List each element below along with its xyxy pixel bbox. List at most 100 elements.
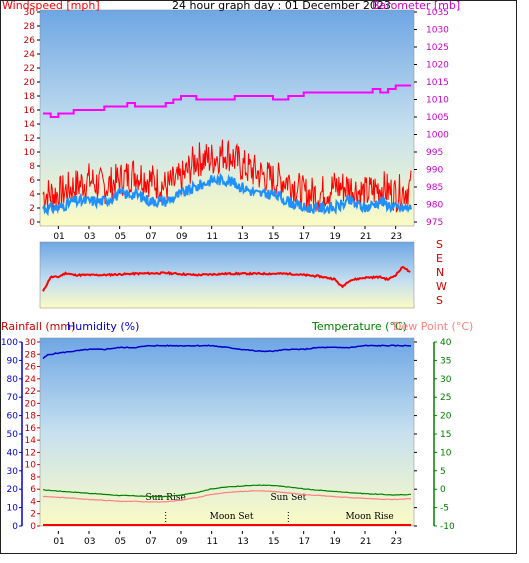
- wind-ytick-label-8: 8: [29, 162, 35, 172]
- direction-label-2: N: [436, 266, 444, 279]
- temp-x-tick-label-17: 17: [299, 537, 310, 547]
- temp-axes: 0102030405060708090100024681012141618202…: [1, 338, 455, 547]
- rain-ytick-label-18: 18: [25, 412, 37, 422]
- hum-ytick-label-30: 30: [7, 467, 19, 477]
- wind-ytick-label-26: 26: [24, 36, 36, 46]
- barometer-y-axis: 975 980 985 990 995 1000 1005 1010 1015 1020 1025 1…: [414, 8, 449, 228]
- wind-x-tick-label-11: 11: [207, 232, 218, 242]
- temp-ytick-label-25: 25: [440, 393, 451, 403]
- baro-ytick-label-1015: 1015: [426, 78, 449, 88]
- event-label-3: Moon Rise: [345, 512, 393, 522]
- rain-ytick-label-30: 30: [25, 338, 37, 348]
- wind-ytick-label-30: 30: [24, 8, 36, 18]
- event-label-2: Sun Set: [270, 493, 306, 503]
- wind-ytick-label-20: 20: [24, 78, 36, 88]
- temp-x-tick-label-03: 03: [84, 537, 95, 547]
- rain-ytick-label-22: 22: [25, 387, 36, 397]
- rain-ytick-label-4: 4: [30, 497, 36, 507]
- graph-frame: [0, 0, 517, 554]
- temp-ytick-label-5: 5: [440, 467, 446, 477]
- temp-x-tick-label-23: 23: [391, 537, 402, 547]
- rain-ytick-label-0: 0: [30, 522, 36, 532]
- rain-ytick-label-10: 10: [25, 461, 37, 471]
- rain-ytick-label-6: 6: [30, 485, 36, 495]
- barometer-axis-title: Barometer [mb]: [372, 0, 460, 12]
- wind-x-tick-label-05: 05: [115, 232, 126, 242]
- hum-ytick-label-50: 50: [7, 430, 19, 440]
- temp-x-tick-label-07: 07: [145, 537, 156, 547]
- hum-ytick-label-80: 80: [7, 375, 19, 385]
- wind-x-tick-label-19: 19: [329, 232, 341, 242]
- rain-ytick-label-12: 12: [25, 448, 36, 458]
- baro-ytick-label-1000: 1000: [426, 131, 449, 141]
- rain-ytick-label-28: 28: [25, 350, 37, 360]
- rain-ytick-label-16: 16: [25, 424, 37, 434]
- rain-ytick-label-14: 14: [25, 436, 37, 446]
- baro-ytick-label-985: 985: [426, 183, 443, 193]
- wind-x-axis: 01 03 05 07 09 11 13 15 17 19 21 23: [53, 226, 402, 242]
- temp-ytick-label--10: -10: [440, 522, 455, 532]
- wind-ytick-label-18: 18: [24, 92, 36, 102]
- temp-ytick-label-30: 30: [440, 375, 452, 385]
- rainfall-axis-title: Rainfall (mm): [1, 320, 75, 333]
- baro-ytick-label-1035: 1035: [426, 8, 449, 18]
- humidity-line: [42, 344, 411, 360]
- wind-ytick-label-6: 6: [29, 176, 35, 186]
- rain-ytick-label-26: 26: [25, 363, 37, 373]
- wind-ytick-label-16: 16: [24, 106, 36, 116]
- baro-ytick-label-1010: 1010: [426, 96, 449, 106]
- avg-wind-line: [42, 173, 412, 217]
- wind-ytick-label-28: 28: [24, 22, 36, 32]
- temp-x-tick-label-19: 19: [329, 537, 341, 547]
- wind-axis-title: Windspeed [mph]: [2, 0, 100, 12]
- wind-x-tick-label-09: 09: [176, 232, 188, 242]
- wind-x-tick-label-03: 03: [84, 232, 95, 242]
- chart-title: 24 hour graph day : 01 December 2023: [172, 0, 391, 12]
- wind-ytick-label-22: 22: [24, 64, 35, 74]
- baro-ytick-label-1030: 1030: [426, 26, 449, 36]
- baro-ytick-label-990: 990: [426, 166, 443, 176]
- direction-label-0: S: [436, 238, 443, 251]
- direction-line: [42, 266, 411, 292]
- baro-ytick-label-975: 975: [426, 218, 443, 228]
- temp-ytick-label-20: 20: [440, 412, 452, 422]
- temp-ytick-label-35: 35: [440, 356, 451, 366]
- wind-ytick-label-12: 12: [24, 134, 35, 144]
- rain-ytick-label-2: 2: [30, 510, 36, 520]
- event-label-1: Moon Set: [210, 512, 254, 522]
- wind-ytick-label-24: 24: [24, 50, 36, 60]
- temp-ytick-label-10: 10: [440, 448, 452, 458]
- wind-ytick-label-14: 14: [24, 120, 36, 130]
- rain-ytick-label-8: 8: [30, 473, 36, 483]
- wind-x-tick-label-21: 21: [360, 232, 371, 242]
- temp-x-tick-label-21: 21: [360, 537, 371, 547]
- wind-ytick-label-2: 2: [29, 204, 35, 214]
- baro-ytick-label-980: 980: [426, 201, 443, 211]
- rain-ytick-label-20: 20: [25, 399, 37, 409]
- temperature-axis-title: Temperature (°C): [311, 320, 407, 333]
- humidity-axis-title: Humidity (%): [67, 320, 139, 333]
- wind-x-tick-label-13: 13: [237, 232, 248, 242]
- temp-series: [42, 344, 412, 526]
- hum-ytick-label-0: 0: [12, 522, 18, 532]
- dewpoint-axis-title: Dew Point (°C): [393, 320, 473, 333]
- wind-ytick-label-10: 10: [24, 148, 36, 158]
- wind-x-tick-label-07: 07: [145, 232, 156, 242]
- temp-ytick-label-15: 15: [440, 430, 451, 440]
- hum-ytick-label-10: 10: [7, 504, 19, 514]
- wind-ytick-label-4: 4: [29, 190, 35, 200]
- wind-x-tick-label-15: 15: [268, 232, 279, 242]
- temp-x-tick-label-13: 13: [237, 537, 248, 547]
- temp-x-tick-label-11: 11: [207, 537, 218, 547]
- rain-ytick-label-24: 24: [25, 375, 37, 385]
- event-label-0: Sun Rise: [146, 493, 186, 503]
- direction-series: [42, 266, 411, 292]
- hum-ytick-label-90: 90: [7, 356, 19, 366]
- baro-ytick-label-995: 995: [426, 148, 443, 158]
- barometer-line: [43, 84, 411, 118]
- temp-x-tick-label-15: 15: [268, 537, 279, 547]
- direction-label-3: W: [436, 280, 447, 293]
